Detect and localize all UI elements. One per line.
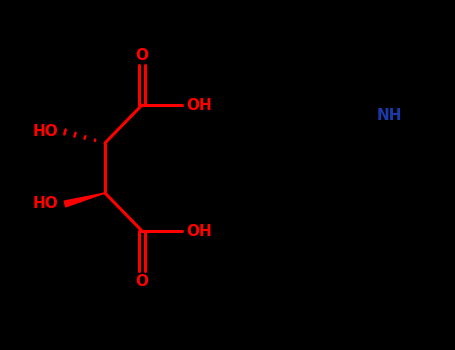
Polygon shape (64, 193, 105, 207)
Text: O: O (136, 48, 148, 63)
Text: O: O (136, 273, 148, 288)
Text: OH: OH (186, 98, 212, 112)
Text: HO: HO (32, 125, 58, 140)
Text: HO: HO (32, 196, 58, 211)
Text: NH: NH (377, 108, 403, 124)
Text: OH: OH (186, 224, 212, 238)
